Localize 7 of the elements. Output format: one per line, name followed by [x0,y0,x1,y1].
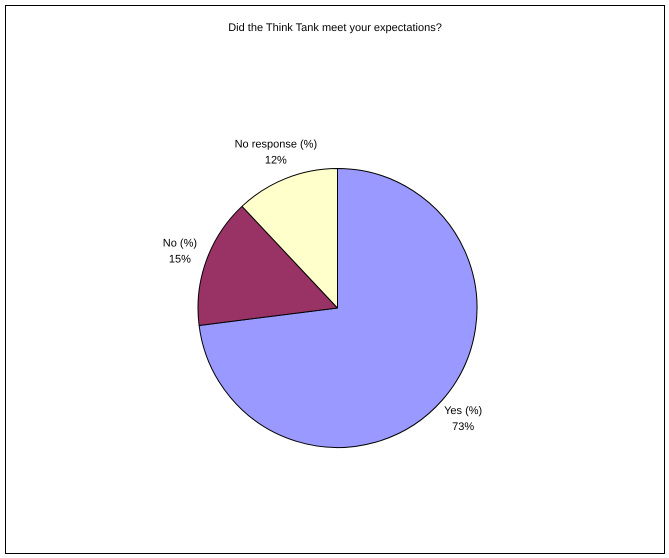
slice-label: No (%) [162,237,198,250]
data-label: 12% [264,154,288,166]
slice-label: Yes (%) [444,404,482,417]
data-label: 73% [452,420,474,433]
chart-title: Did the Think Tank meet your expectations? [228,22,442,34]
data-label: 15% [168,253,192,266]
slice-label: No response (%) [234,138,318,150]
